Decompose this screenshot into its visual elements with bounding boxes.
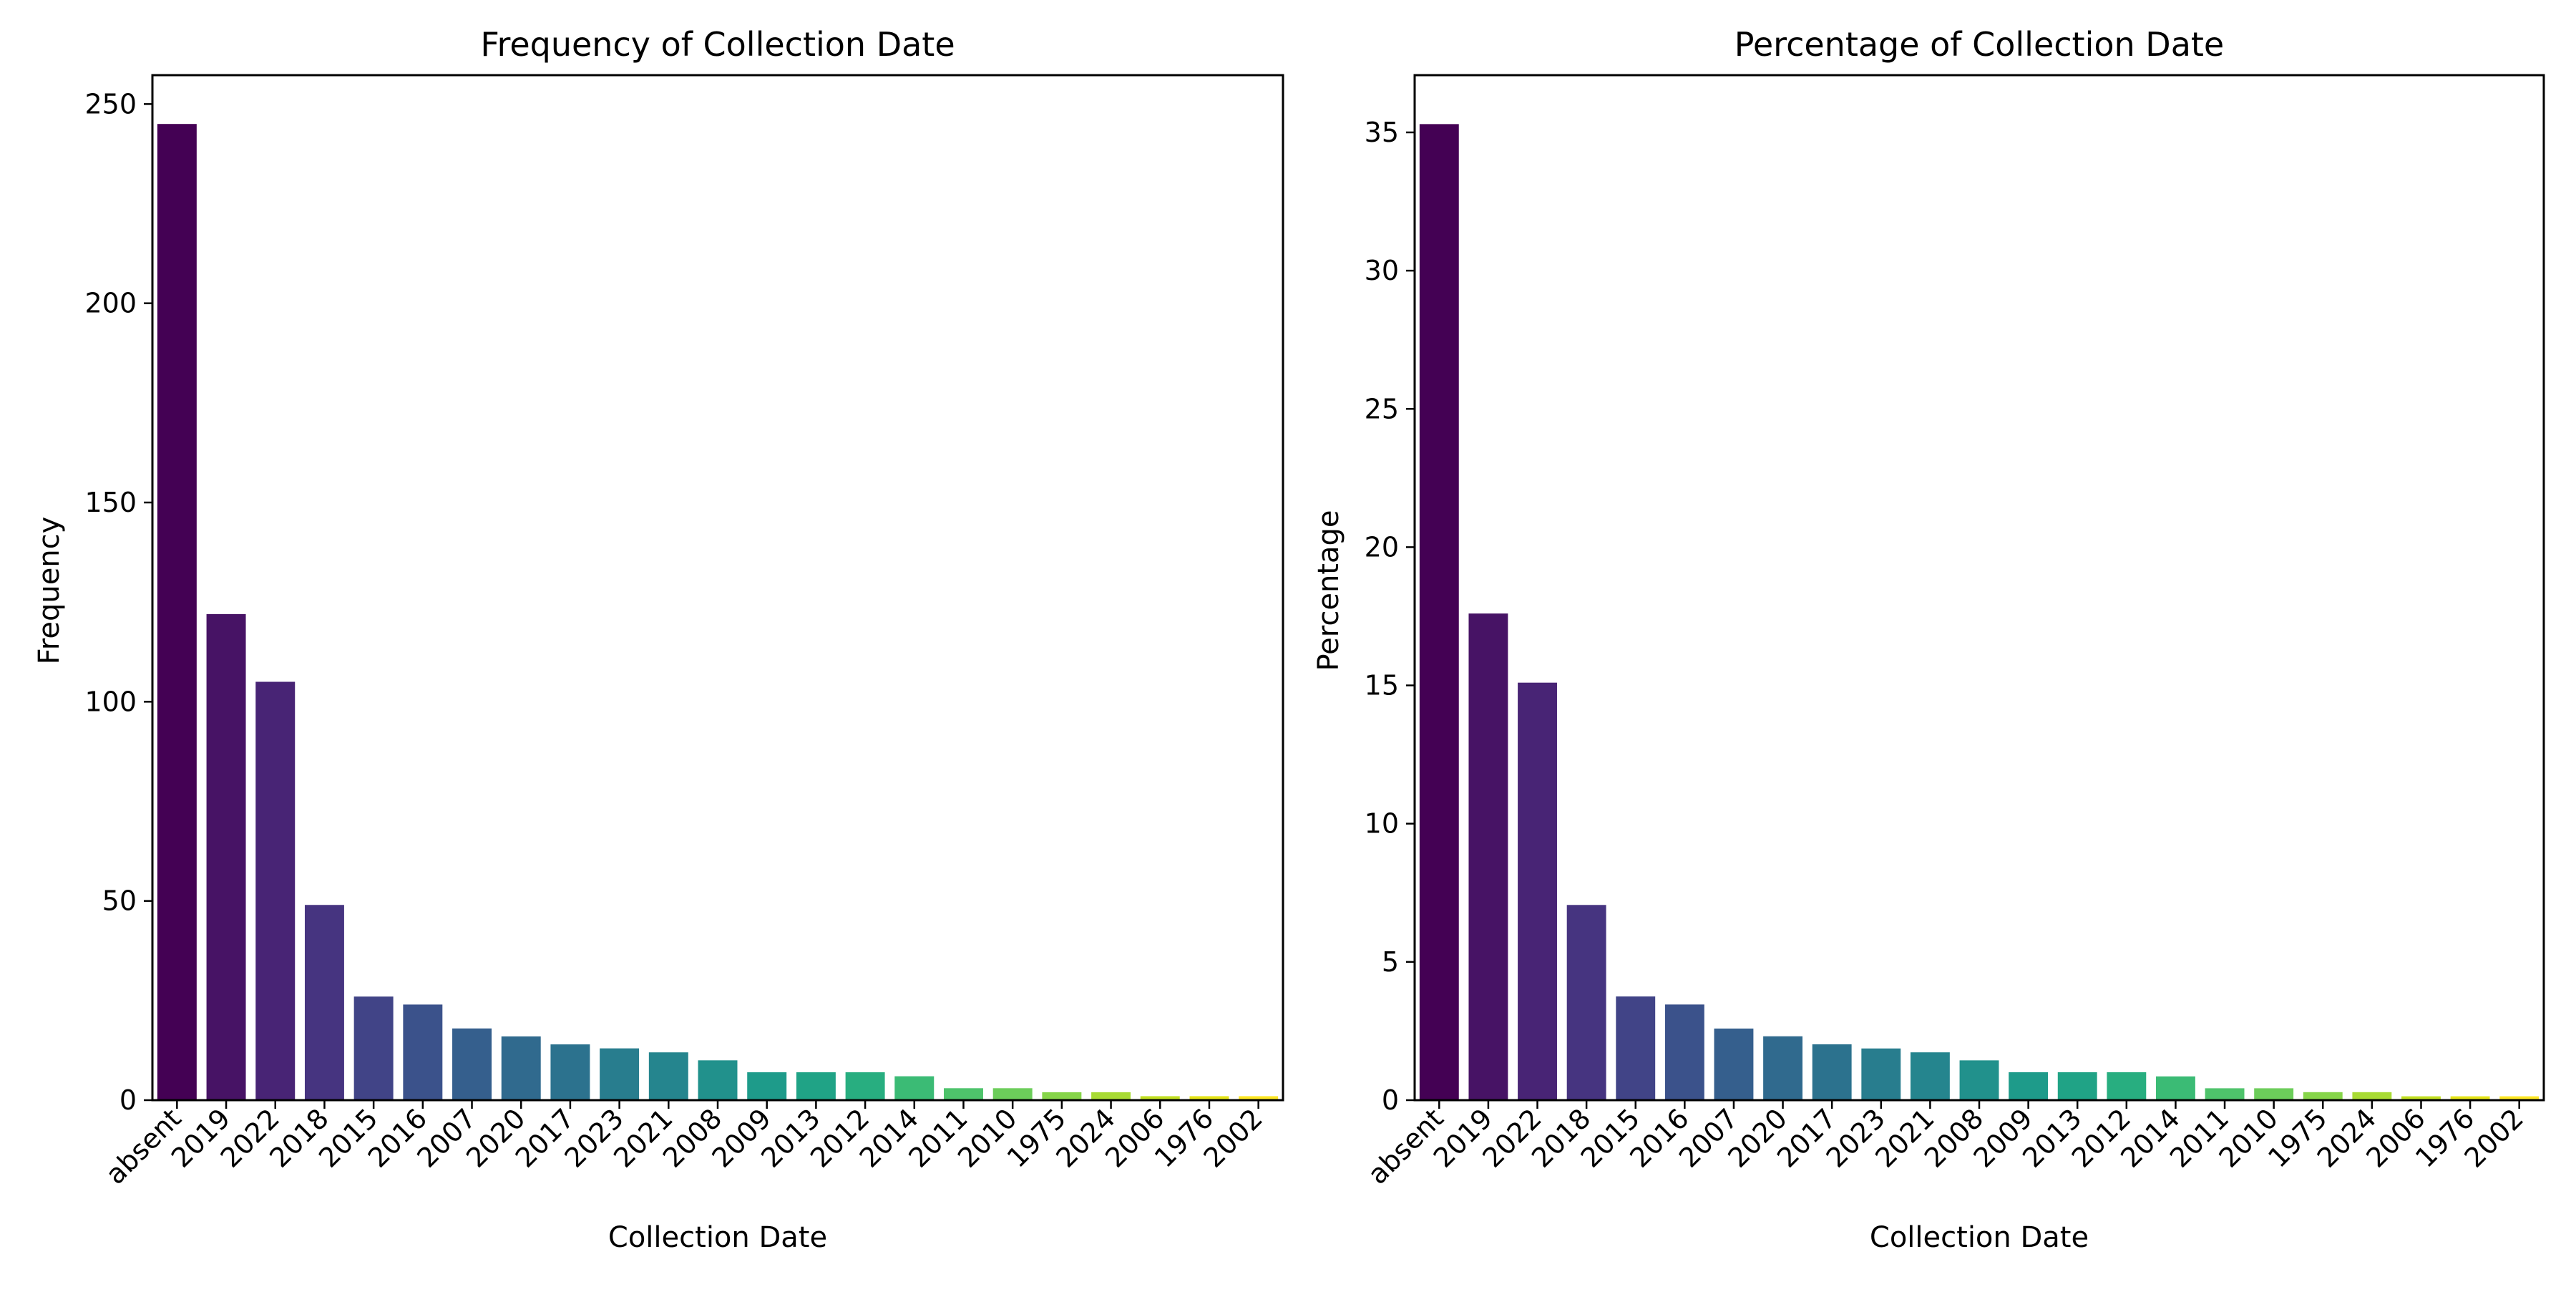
- frequency-bar-2013: [796, 1072, 836, 1100]
- percentage-bars: [1419, 124, 2540, 1100]
- frequency-y-axis: 0 50 100 150 200 250: [84, 88, 152, 1116]
- frequency-bar-2008: [698, 1060, 738, 1100]
- percentage-y-tick-label: 15: [1365, 670, 1399, 701]
- frequency-bar-absent: [157, 124, 197, 1101]
- percentage-bar-2014: [2155, 1076, 2195, 1100]
- frequency-bar-2020: [501, 1036, 541, 1100]
- percentage-bar-2010: [2254, 1088, 2294, 1100]
- percentage-y-tick-label: 0: [1382, 1084, 1399, 1116]
- frequency-bar-2017: [550, 1044, 590, 1100]
- frequency-x-axis: absent2019202220182015201620072020201720…: [99, 1100, 1269, 1190]
- frequency-y-tick-label: 100: [84, 686, 137, 717]
- frequency-bar-1975: [1042, 1092, 1082, 1100]
- frequency-y-tick-label: 200: [84, 288, 137, 319]
- percentage-y-tick-label: 5: [1382, 946, 1399, 978]
- frequency-y-tick-label: 50: [102, 885, 137, 917]
- percentage-bar-2017: [1812, 1044, 1852, 1100]
- frequency-bar-2018: [304, 905, 344, 1100]
- percentage-y-tick-label: 20: [1365, 531, 1399, 563]
- percentage-y-axis: 0 5 10 15 20 25 30 35: [1365, 117, 1415, 1116]
- frequency-bar-2015: [353, 996, 394, 1100]
- percentage-bar-2006: [2401, 1096, 2441, 1100]
- frequency-bar-2006: [1140, 1096, 1180, 1100]
- percentage-bar-2023: [1861, 1048, 1901, 1100]
- percentage-bar-2019: [1468, 613, 1508, 1100]
- percentage-chart: Percentage of Collection Date Collection…: [1312, 25, 2545, 1254]
- frequency-x-tick-label: 2002: [1198, 1102, 1269, 1174]
- percentage-y-tick-label: 10: [1365, 808, 1399, 840]
- percentage-bar-1975: [2303, 1092, 2343, 1100]
- frequency-y-tick-label: 250: [84, 88, 137, 120]
- frequency-bar-2021: [648, 1052, 688, 1100]
- frequency-bar-2002: [1239, 1096, 1279, 1100]
- percentage-bar-2011: [2205, 1088, 2245, 1100]
- percentage-bar-2018: [1566, 905, 1606, 1100]
- frequency-chart-title: Frequency of Collection Date: [480, 25, 955, 64]
- percentage-bar-2020: [1763, 1036, 1803, 1100]
- frequency-bar-2009: [747, 1072, 787, 1100]
- percentage-x-axis: absent2019202220182015201620072020201720…: [1362, 1100, 2529, 1190]
- frequency-bar-2024: [1091, 1092, 1131, 1100]
- percentage-bar-2009: [2009, 1072, 2049, 1100]
- frequency-chart-xlabel: Collection Date: [608, 1221, 827, 1254]
- frequency-bar-2023: [600, 1048, 640, 1100]
- percentage-bar-absent: [1419, 124, 1459, 1100]
- frequency-bar-2022: [255, 681, 296, 1100]
- percentage-bar-2024: [2352, 1092, 2392, 1100]
- percentage-bar-2012: [2107, 1072, 2147, 1100]
- frequency-plot-frame: [151, 74, 1284, 1102]
- percentage-bar-2008: [1959, 1060, 1999, 1100]
- percentage-bar-2016: [1664, 1004, 1704, 1100]
- percentage-bar-2021: [1910, 1052, 1950, 1100]
- frequency-y-tick-label: 0: [119, 1084, 137, 1116]
- percentage-y-tick-label: 25: [1365, 393, 1399, 424]
- frequency-bars: [157, 124, 1279, 1101]
- percentage-y-tick-label: 35: [1365, 117, 1399, 148]
- frequency-bar-2010: [992, 1088, 1033, 1100]
- frequency-bar-2007: [452, 1028, 492, 1100]
- percentage-chart-title: Percentage of Collection Date: [1735, 25, 2224, 64]
- percentage-chart-xlabel: Collection Date: [1870, 1221, 2089, 1254]
- percentage-y-tick-label: 30: [1365, 255, 1399, 286]
- percentage-bar-2015: [1616, 996, 1656, 1100]
- frequency-chart-ylabel: Frequency: [33, 517, 66, 665]
- percentage-chart-ylabel: Percentage: [1312, 510, 1345, 671]
- percentage-bar-1976: [2450, 1096, 2490, 1100]
- frequency-y-tick-label: 150: [84, 487, 137, 518]
- frequency-bar-2019: [206, 613, 246, 1100]
- frequency-bar-1976: [1189, 1096, 1229, 1100]
- percentage-plot-frame: [1413, 74, 2545, 1102]
- frequency-bar-2012: [845, 1072, 885, 1100]
- frequency-bar-2016: [403, 1004, 443, 1100]
- percentage-bar-2022: [1518, 682, 1557, 1100]
- percentage-bar-2007: [1714, 1028, 1754, 1100]
- percentage-x-tick-label: 2002: [2459, 1102, 2530, 1174]
- frequency-chart: Frequency of Collection Date Collection …: [33, 25, 1284, 1254]
- frequency-bar-2011: [944, 1088, 983, 1100]
- frequency-bar-2014: [894, 1076, 935, 1100]
- percentage-bar-2002: [2499, 1096, 2540, 1100]
- percentage-bar-2013: [2057, 1072, 2097, 1100]
